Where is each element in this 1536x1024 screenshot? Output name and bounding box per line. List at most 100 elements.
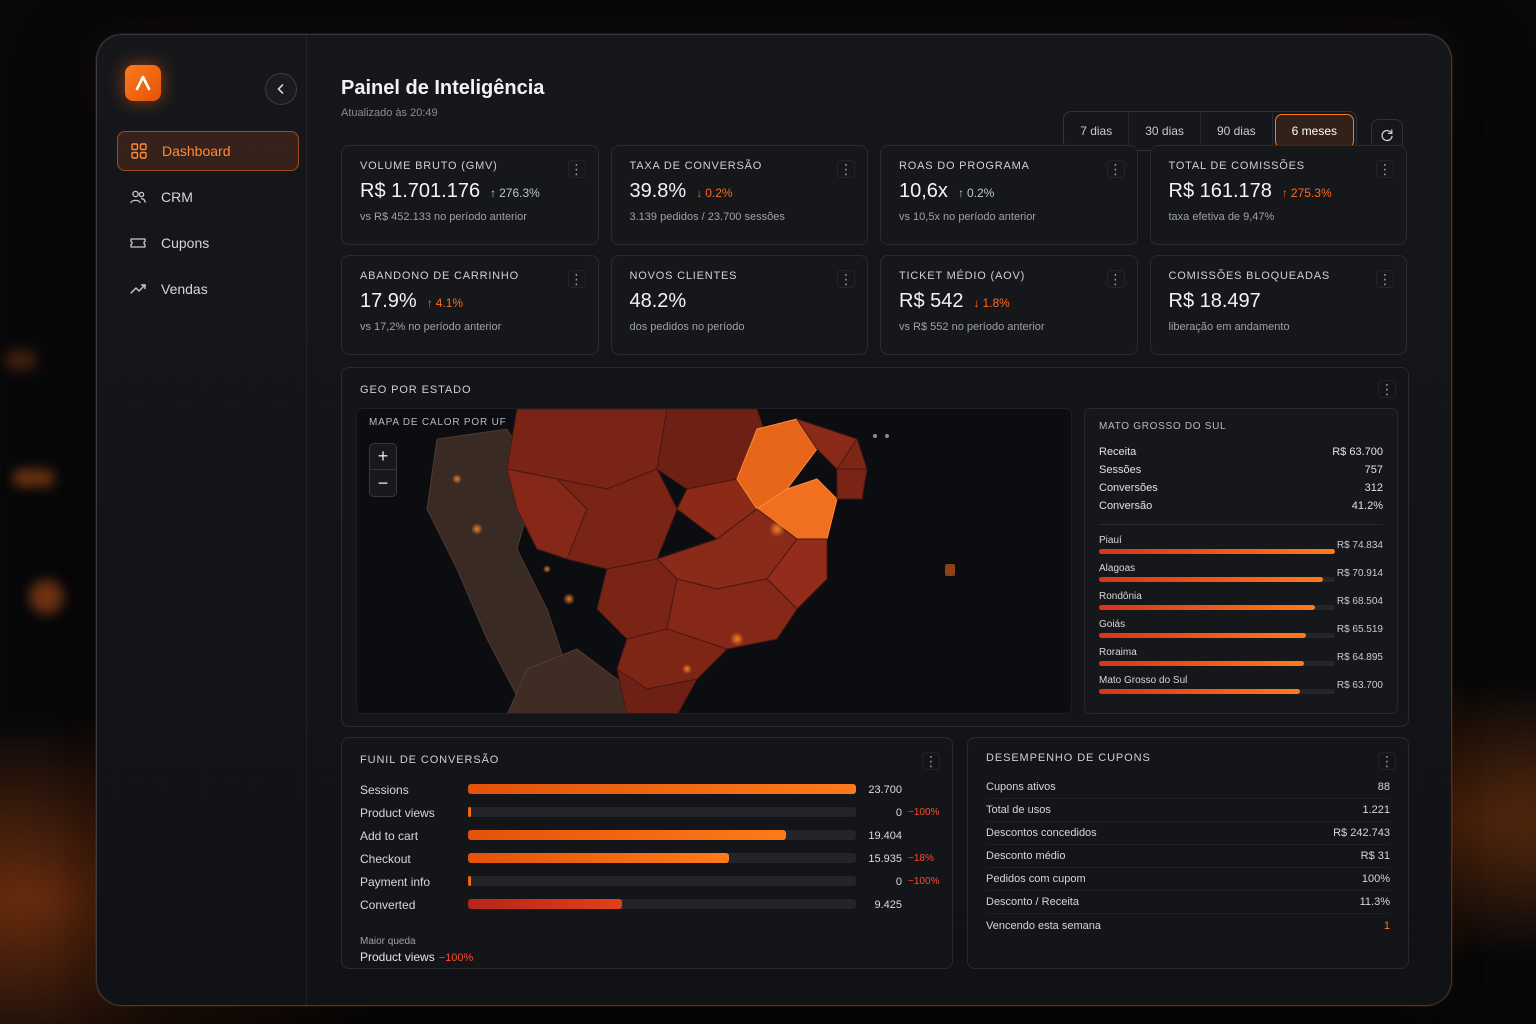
arrow-up-icon: ↑ <box>426 296 433 310</box>
kpi-card[interactable]: Total de Comissões R$ 161.178 ↑ 275.3% taxa … <box>1149 145 1407 245</box>
funnel-step[interactable]: Payment info 0 −100% <box>360 870 942 893</box>
funnel-step-value: 0 <box>895 806 902 819</box>
funnel-step-value: 15.935 <box>868 852 902 865</box>
funnel-step[interactable]: Checkout 15.935 −18% <box>360 847 942 870</box>
funnel-step-label: Product views <box>360 805 435 820</box>
kebab-icon: ⋮ <box>1108 160 1123 177</box>
kpi-menu-button[interactable]: ⋮ <box>1376 270 1394 288</box>
ranking-row[interactable]: Rondônia R$ 68.504 <box>1099 591 1383 619</box>
kpi-value: R$ 1.701.176 <box>360 180 481 202</box>
funnel-bar-fill <box>468 853 729 863</box>
kpi-card[interactable]: Volume Bruto (GMV) R$ 1.701.176 ↑ 276.3% vs … <box>341 145 599 245</box>
kpi-label: Total de Comissões <box>1168 160 1305 172</box>
sidebar-nav: Dashboard CRM Cupons Vendas <box>117 131 299 315</box>
selected-state-name: Mato Grosso do Sul <box>1099 421 1227 432</box>
page-title: Painel de Inteligência <box>341 77 545 99</box>
range-7-days[interactable]: 7 dias <box>1064 112 1130 150</box>
geo-menu-button[interactable]: ⋮ <box>1378 380 1396 398</box>
kpi-delta-value: 0.2% <box>705 186 733 200</box>
ranking-bar-track <box>1099 661 1335 666</box>
funnel-step-label: Sessions <box>360 782 409 797</box>
kebab-icon: ⋮ <box>839 160 853 177</box>
state-stat-row: Sessões 757 <box>1099 464 1383 476</box>
kpi-card[interactable]: ROAS do Programa 10,6x ↑ 0.2% vs 10,5x no pe… <box>880 145 1138 245</box>
coupon-metric-value: 1 <box>1383 919 1390 932</box>
state-rio-grande-do-sul[interactable] <box>616 667 698 714</box>
range-90-days[interactable]: 90 dias <box>1201 112 1273 150</box>
funnel-step-value: 0 <box>895 875 902 888</box>
kpi-value-row: 48.2% <box>630 290 850 313</box>
ranking-bar-track <box>1099 577 1335 582</box>
kpi-menu-button[interactable]: ⋮ <box>837 160 855 178</box>
kpi-card[interactable]: Novos Clientes 48.2% dos pedidos no períod… <box>610 255 868 355</box>
stat-value: 312 <box>1364 482 1383 494</box>
zoom-in-button[interactable]: + <box>370 444 396 470</box>
sidebar-item-dashboard[interactable]: Dashboard <box>117 131 299 171</box>
coupon-metric-row: Desconto médio R$ 31 <box>986 845 1390 868</box>
sidebar-item-crm[interactable]: CRM <box>117 177 299 217</box>
funnel-bar-fill <box>468 830 786 840</box>
kpi-value: 48.2% <box>629 290 687 312</box>
funnel-step[interactable]: Add to cart 19.404 <box>360 824 942 847</box>
ranking-bar-track <box>1099 605 1335 610</box>
kpi-menu-button[interactable]: ⋮ <box>1106 270 1125 288</box>
kpi-delta-value: 276.3% <box>499 186 540 200</box>
state-mato-grosso-do-sul[interactable] <box>596 558 678 640</box>
ranking-row[interactable]: Roraima R$ 64.895 <box>1099 647 1383 675</box>
funnel-step[interactable]: Product views 0 −100% <box>360 801 942 824</box>
coupon-metric-value: 11.3% <box>1359 896 1390 908</box>
funnel-step-label: Checkout <box>360 851 411 866</box>
funnel-step[interactable]: Sessions 23.700 <box>360 778 942 801</box>
funnel-bar-track <box>468 807 856 817</box>
funnel-step-label: Converted <box>360 897 416 912</box>
ranking-row[interactable]: Goiás R$ 65.519 <box>1099 619 1383 647</box>
sidebar-item-vendas[interactable]: Vendas <box>117 269 299 309</box>
zoom-out-button[interactable]: − <box>377 472 389 493</box>
range-30-days[interactable]: 30 dias <box>1129 112 1201 150</box>
ranking-row[interactable]: Piauí R$ 74.834 <box>1099 535 1383 563</box>
funnel-bar-fill <box>468 876 472 886</box>
kpi-note: 3.139 pedidos / 23.700 sessões <box>629 211 785 223</box>
kpi-card[interactable]: Comissões Bloqueadas R$ 18.497 liberação e… <box>1149 255 1407 355</box>
kpi-menu-button[interactable]: ⋮ <box>1106 160 1125 178</box>
kpi-menu-button[interactable]: ⋮ <box>567 160 586 178</box>
ranking-bar-fill <box>1099 689 1300 694</box>
coupon-rows: Cupons ativos 88 Total de usos 1.221 Descont… <box>986 776 1390 937</box>
kpi-menu-button[interactable]: ⋮ <box>1376 160 1394 178</box>
coupons-menu-button[interactable]: ⋮ <box>1378 752 1396 770</box>
kpi-note: liberação em andamento <box>1168 321 1290 333</box>
app-window: Dashboard CRM Cupons Vendas Painel de In… <box>96 34 1452 1006</box>
coupon-metric-row: Pedidos com cupom 100% <box>986 868 1390 891</box>
arrow-down-icon: ↓ <box>973 296 980 310</box>
kpi-value: R$ 542 <box>899 290 964 312</box>
kpi-delta: ↑ 4.1% <box>427 296 463 310</box>
geo-section: Geo por Estado ⋮ Mapa de calor por UF + … <box>341 367 1409 727</box>
sidebar-item-cupons[interactable]: Cupons <box>117 223 299 263</box>
funnel-bar-track <box>468 830 856 840</box>
funnel-bar-track <box>468 784 856 794</box>
kpi-menu-button[interactable]: ⋮ <box>567 270 586 288</box>
worst-drop-label: Maior queda <box>360 936 416 947</box>
ranking-row[interactable]: Mato Grosso do Sul R$ 63.700 <box>1099 675 1383 703</box>
heatmap[interactable]: Mapa de calor por UF + − <box>356 408 1072 714</box>
kpi-label: Ticket Médio (AOV) <box>899 270 1026 282</box>
state-pernambuco[interactable] <box>836 468 868 500</box>
range-6-months[interactable]: 6 meses <box>1274 114 1354 148</box>
kpi-card[interactable]: Ticket Médio (AOV) R$ 542 ↓ 1.8% vs R$ 552 n… <box>880 255 1138 355</box>
kpi-card[interactable]: Taxa de Conversão 39.8% ↓ 0.2% 3.139 pedidos… <box>610 145 868 245</box>
grid-icon <box>131 143 147 159</box>
kpi-delta-value: 275.3% <box>1290 186 1332 200</box>
funnel-menu-button[interactable]: ⋮ <box>922 752 940 770</box>
collapse-sidebar-button[interactable] <box>265 73 297 105</box>
funnel-step-drop: −100% <box>908 807 940 818</box>
kpi-value-row: R$ 161.178 ↑ 275.3% <box>1169 180 1389 203</box>
kpi-card[interactable]: Abandono de Carrinho 17.9% ↑ 4.1% vs 17,2% n… <box>341 255 599 355</box>
app-logo[interactable] <box>125 65 161 101</box>
zoom-controls: + − <box>369 443 397 497</box>
ranking-value: R$ 63.700 <box>1336 680 1383 691</box>
sidebar-item-label: CRM <box>161 189 193 205</box>
funnel-step[interactable]: Converted 9.425 <box>360 893 942 916</box>
kpi-label: Abandono de Carrinho <box>360 270 520 282</box>
ranking-row[interactable]: Alagoas R$ 70.914 <box>1099 563 1383 591</box>
kpi-menu-button[interactable]: ⋮ <box>837 270 855 288</box>
